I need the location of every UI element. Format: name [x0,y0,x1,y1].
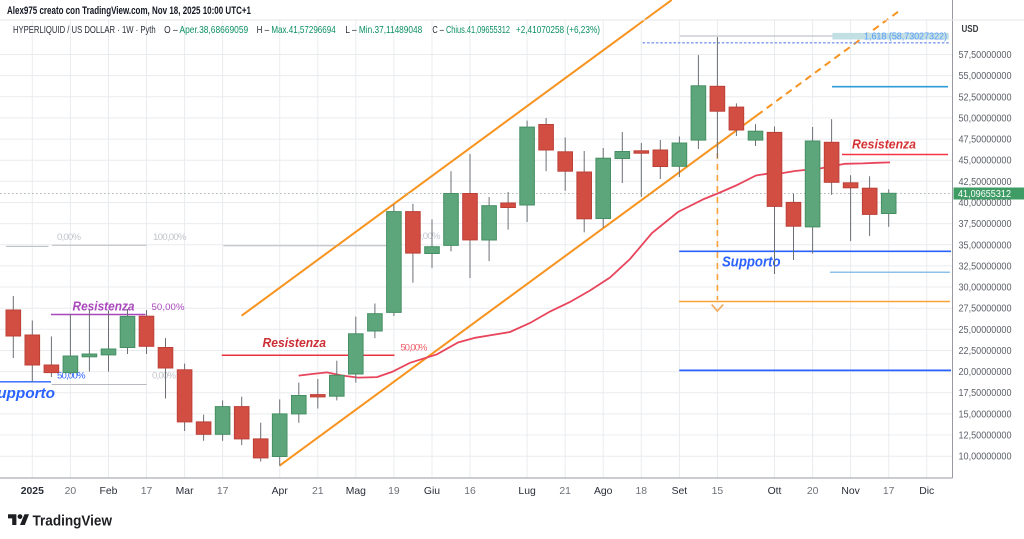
svg-text:50,00%: 50,00% [152,302,185,313]
svg-text:L – Min.37,11489048: L – Min.37,11489048 [345,25,422,36]
svg-text:19: 19 [388,486,400,497]
svg-text:17: 17 [217,486,229,497]
svg-text:16: 16 [464,486,476,497]
svg-text:52,50000000: 52,50000000 [959,92,1012,103]
svg-text:40,00000000: 40,00000000 [959,198,1012,209]
svg-text:50,00000000: 50,00000000 [959,113,1012,124]
svg-text:42,50000000: 42,50000000 [959,177,1012,188]
svg-text:30,00000000: 30,00000000 [959,283,1012,294]
svg-text:18: 18 [636,486,648,497]
svg-text:0,00%: 0,00% [57,232,81,243]
svg-text:C – Chius.41,09655312: C – Chius.41,09655312 [432,25,510,36]
svg-text:37,50000000: 37,50000000 [959,219,1012,230]
svg-text:100,00%: 100,00% [407,231,441,242]
svg-text:H – Max.41,57296694: H – Max.41,57296694 [257,25,336,36]
svg-text:15: 15 [712,486,724,497]
svg-text:12,50000000: 12,50000000 [959,431,1012,442]
svg-text:Ago: Ago [594,486,613,497]
svg-text:Giu: Giu [424,486,440,497]
svg-text:100,00%: 100,00% [153,232,187,243]
svg-text:22,50000000: 22,50000000 [959,346,1012,357]
svg-text:55,00000000: 55,00000000 [959,71,1012,82]
svg-text:Lug: Lug [518,486,536,497]
svg-text:10,00000000: 10,00000000 [959,452,1012,463]
svg-text:17,50000000: 17,50000000 [959,388,1012,399]
svg-text:50,00%: 50,00% [400,343,427,354]
svg-text:15,00000000: 15,00000000 [959,409,1012,420]
svg-text:Apr: Apr [272,486,289,497]
svg-text:USD: USD [962,24,979,35]
svg-text:17: 17 [141,486,153,497]
svg-text:17: 17 [883,486,895,497]
svg-text:TradingView: TradingView [33,513,113,530]
svg-text:50,00%: 50,00% [57,371,86,382]
svg-text:Mag: Mag [346,486,366,497]
svg-text:57,50000000: 57,50000000 [959,50,1012,61]
svg-text:45,00000000: 45,00000000 [959,156,1012,167]
svg-text:0,00%: 0,00% [152,371,176,382]
svg-text:Supporto: Supporto [722,255,781,271]
svg-text:Nov: Nov [841,486,860,497]
svg-text:47,50000000: 47,50000000 [959,135,1012,146]
svg-text:27,50000000: 27,50000000 [959,304,1012,315]
svg-text:Alex975 creato con TradingView: Alex975 creato con TradingView.com, Nov … [7,5,251,17]
svg-text:O – Aper.38,68669059: O – Aper.38,68669059 [164,25,248,36]
svg-text:HYPERLIQUID / US DOLLAR · 1W ·: HYPERLIQUID / US DOLLAR · 1W · Pyth [13,25,156,36]
svg-text:1,618 (58,73027322): 1,618 (58,73027322) [864,31,947,43]
svg-text:20,00000000: 20,00000000 [959,367,1012,378]
svg-text:35,00000000: 35,00000000 [959,240,1012,251]
svg-text:Resistenza: Resistenza [73,299,135,314]
svg-text:21: 21 [312,486,324,497]
svg-text:Set: Set [672,486,688,497]
svg-text:+2,41070258 (+6,23%): +2,41070258 (+6,23%) [516,25,600,36]
svg-text:Resistenza: Resistenza [852,137,916,152]
svg-text:Feb: Feb [100,486,118,497]
svg-text:25,00000000: 25,00000000 [959,325,1012,336]
svg-text:Resistenza: Resistenza [263,335,327,350]
svg-text:20: 20 [807,486,819,497]
svg-text:Dic: Dic [919,486,934,497]
svg-text:Ott: Ott [768,486,782,497]
svg-text:21: 21 [559,486,571,497]
svg-text:32,50000000: 32,50000000 [959,261,1012,272]
svg-text:Mar: Mar [176,486,194,497]
svg-text:2025: 2025 [21,486,44,497]
svg-text:20: 20 [65,486,77,497]
svg-text:Supporto: Supporto [0,386,55,402]
svg-text:41,09655312: 41,09655312 [958,189,1011,200]
